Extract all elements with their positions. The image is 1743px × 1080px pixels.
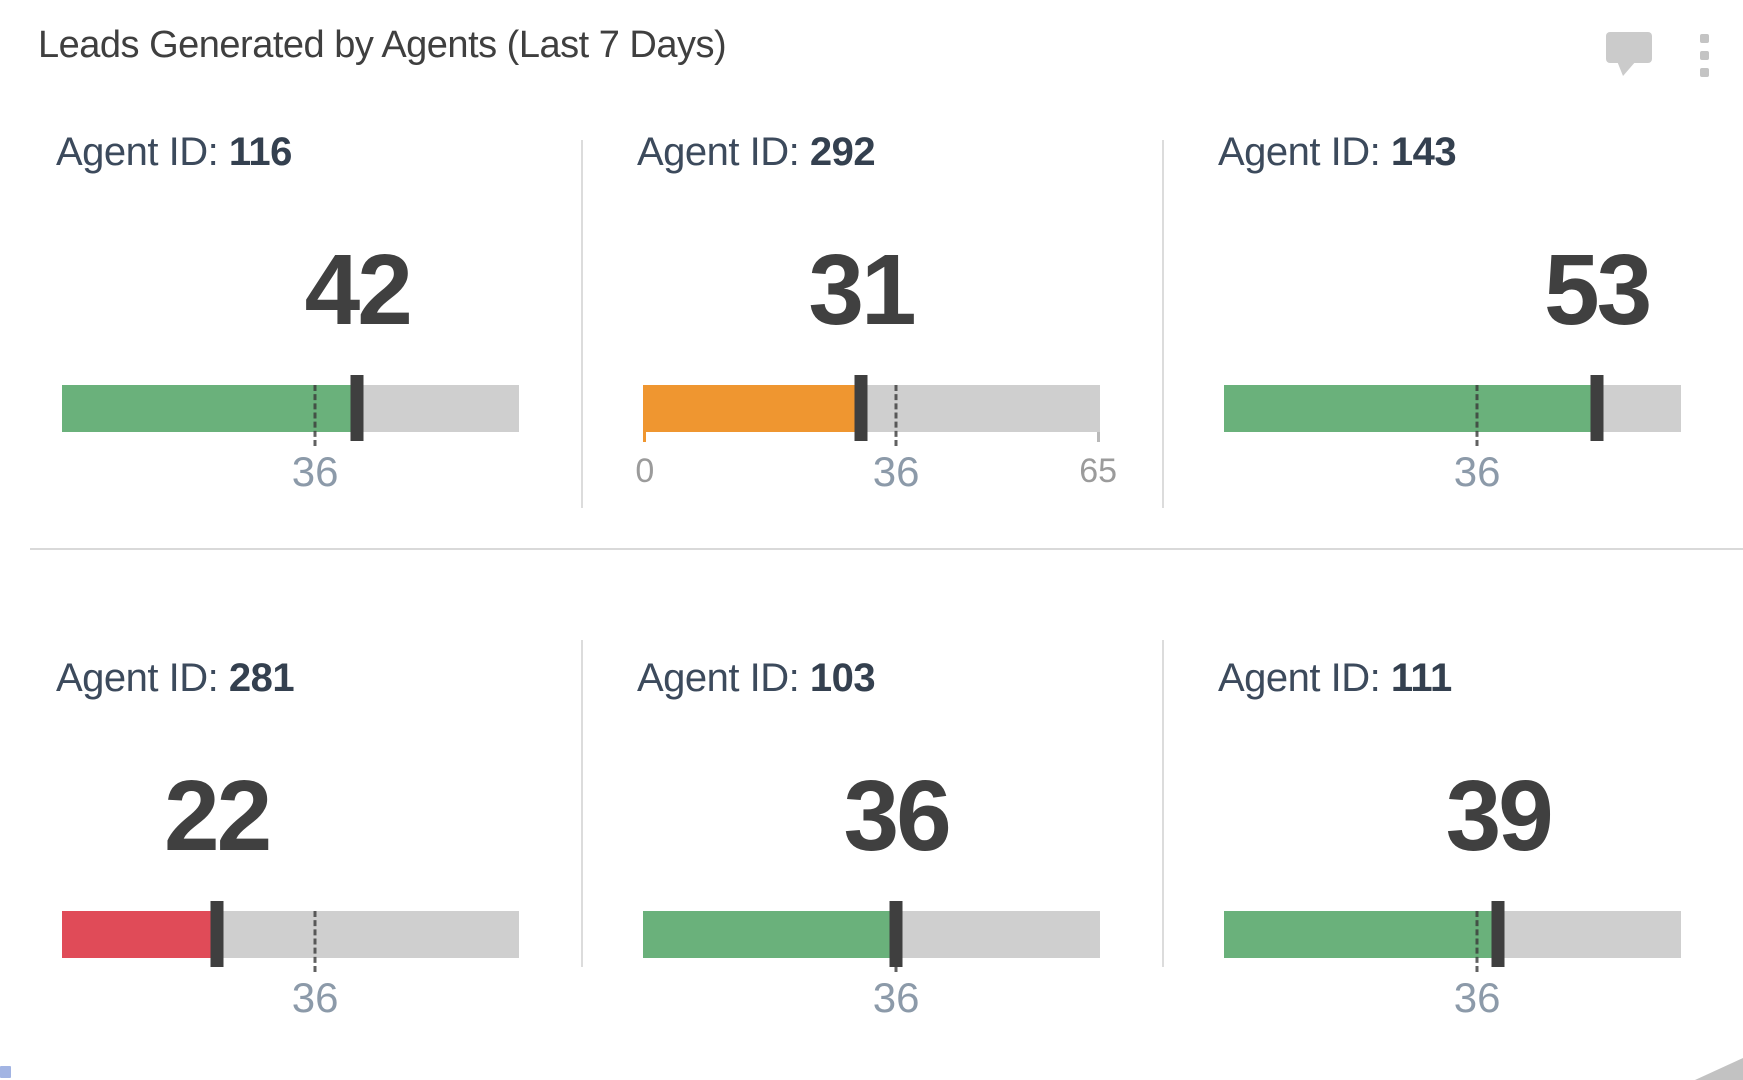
agent-id-label: Agent ID: 281 <box>0 656 581 701</box>
agent-id-prefix: Agent ID: <box>1218 130 1381 174</box>
bullet-bar <box>62 375 519 446</box>
kpi-row-2: Agent ID: 281 22 36 Agent I <box>0 550 1743 1022</box>
bullet-bar <box>1224 901 1681 972</box>
widget-title: Leads Generated by Agents (Last 7 Days) <box>38 24 727 66</box>
kpi-value: 36 <box>843 760 951 872</box>
bar-fill <box>1224 911 1499 958</box>
kpi-value: 22 <box>164 760 272 872</box>
agent-id-value: 292 <box>809 130 876 174</box>
axis-max-label: 65 <box>1079 452 1118 490</box>
bullet-bar <box>1224 375 1681 446</box>
agent-id-prefix: Agent ID: <box>637 130 800 174</box>
agent-kpi-card: Agent ID: 292 31 0 36 65 <box>581 88 1162 548</box>
target-tick-label: 36 <box>872 974 920 1021</box>
bar-fill <box>1224 385 1597 432</box>
kpi-value-row: 31 <box>643 233 1100 346</box>
agent-kpi-card: Agent ID: 111 39 36 <box>1162 550 1743 1022</box>
bar-fill <box>62 911 217 958</box>
agent-id-label: Agent ID: 116 <box>0 130 581 175</box>
value-marker <box>1590 375 1604 441</box>
target-tick-label: 36 <box>1453 448 1501 495</box>
target-line <box>313 385 317 446</box>
agent-id-value: 116 <box>228 130 293 174</box>
value-marker <box>889 901 903 967</box>
kpi-value: 39 <box>1445 760 1554 872</box>
bullet-chart: 22 36 <box>62 759 519 1024</box>
agent-id-label: Agent ID: 143 <box>1162 130 1743 175</box>
axis-min-label: 0 <box>635 452 655 490</box>
bar-fill <box>643 385 861 432</box>
kpi-value: 42 <box>304 234 413 346</box>
agent-id-prefix: Agent ID: <box>56 130 219 174</box>
axis-max-tick <box>1097 432 1100 442</box>
kpi-value: 53 <box>1544 234 1652 346</box>
target-line <box>313 911 317 972</box>
widget-header: Leads Generated by Agents (Last 7 Days) <box>0 0 1743 88</box>
bullet-chart: 31 0 36 65 <box>635 233 1117 498</box>
target-line <box>1475 911 1479 972</box>
bullet-chart: 39 36 <box>1224 759 1681 1024</box>
bullet-bar <box>62 901 519 972</box>
target-line <box>894 385 898 446</box>
header-actions <box>1606 24 1715 79</box>
kpi-value-row: 22 <box>62 759 519 872</box>
kpi-value-row: 36 <box>643 759 1100 872</box>
bar-fill <box>643 911 897 958</box>
row-divider <box>30 548 1743 550</box>
corner-artifact <box>0 1066 11 1078</box>
axis-labels: 36 <box>643 974 1100 1024</box>
bullet-chart: 42 36 <box>62 233 519 498</box>
bullet-chart: 36 36 <box>643 759 1100 1024</box>
kpi-row-1: Agent ID: 116 42 36 Agent I <box>0 88 1743 548</box>
comment-bubble-icon[interactable] <box>1606 32 1652 76</box>
kpi-value: 31 <box>808 234 916 346</box>
target-tick-label: 36 <box>1453 974 1501 1021</box>
kebab-menu-icon[interactable] <box>1694 32 1715 79</box>
value-marker <box>854 375 868 441</box>
target-tick-label: 36 <box>872 448 920 495</box>
bullet-bar <box>643 901 1100 972</box>
resize-grip[interactable] <box>1695 1058 1743 1080</box>
agent-id-value: 103 <box>809 656 876 700</box>
agent-id-prefix: Agent ID: <box>56 656 219 700</box>
bullet-chart: 53 36 <box>1224 233 1681 498</box>
kpi-value-row: 53 <box>1224 233 1681 346</box>
agent-id-label: Agent ID: 103 <box>581 656 1162 701</box>
agent-kpi-card: Agent ID: 116 42 36 <box>0 88 581 548</box>
agent-id-label: Agent ID: 292 <box>581 130 1162 175</box>
target-tick-label: 36 <box>291 448 339 495</box>
axis-labels: 36 <box>1224 448 1681 498</box>
agent-id-value: 281 <box>228 656 295 700</box>
value-marker <box>210 901 224 967</box>
agent-id-prefix: Agent ID: <box>1218 656 1381 700</box>
agent-kpi-card: Agent ID: 281 22 36 <box>0 550 581 1022</box>
bar-fill <box>62 385 358 432</box>
kpi-value-row: 39 <box>1224 759 1681 872</box>
axis-labels: 36 <box>1224 974 1681 1024</box>
kpi-value-row: 42 <box>62 233 519 346</box>
agent-kpi-card: Agent ID: 143 53 36 <box>1162 88 1743 548</box>
value-marker <box>350 375 364 441</box>
bullet-bar <box>643 375 1100 446</box>
value-marker <box>1491 901 1505 967</box>
axis-min-tick <box>643 432 646 442</box>
axis-labels: 36 <box>62 974 519 1024</box>
agent-id-value: 143 <box>1390 130 1457 174</box>
axis-labels: 0 36 65 <box>635 448 1117 498</box>
agent-id-value: 111 <box>1390 656 1452 700</box>
axis-labels: 36 <box>62 448 519 498</box>
agent-kpi-card: Agent ID: 103 36 36 <box>581 550 1162 1022</box>
target-line <box>1475 385 1479 446</box>
agent-id-prefix: Agent ID: <box>637 656 800 700</box>
target-tick-label: 36 <box>291 974 339 1021</box>
agent-id-label: Agent ID: 111 <box>1162 656 1743 701</box>
